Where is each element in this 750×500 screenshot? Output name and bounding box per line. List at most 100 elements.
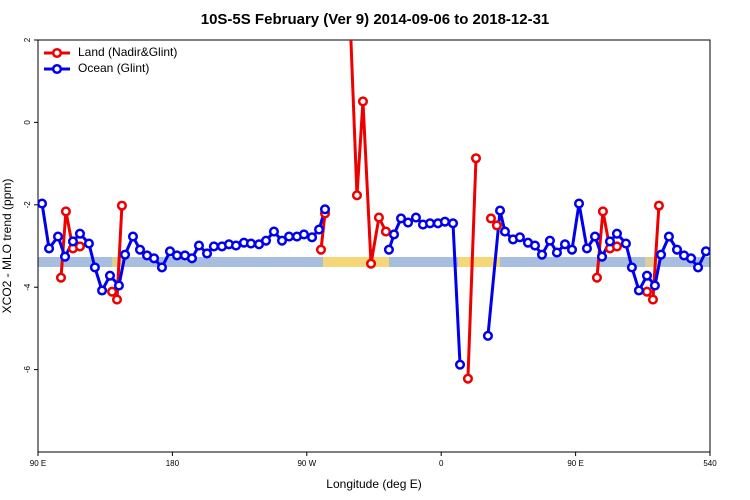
data-point	[424, 218, 436, 229]
data-point	[671, 244, 683, 255]
data-point	[111, 294, 123, 305]
data-point	[201, 248, 213, 259]
data-point	[655, 249, 667, 260]
plot-frame	[37, 39, 711, 453]
data-point	[494, 205, 506, 216]
data-point	[470, 153, 482, 164]
data-point	[315, 244, 327, 255]
data-point	[89, 262, 100, 273]
data-point	[454, 359, 466, 370]
data-point	[410, 212, 422, 223]
data-point	[544, 235, 555, 246]
data-point	[97, 285, 108, 296]
data-point	[663, 231, 674, 242]
x-tick-label: 90 E	[30, 459, 46, 468]
data-point	[38, 198, 48, 209]
data-point	[620, 238, 631, 249]
data-point	[245, 238, 256, 249]
data-point	[55, 272, 67, 283]
y-tick-label: 0	[23, 120, 32, 125]
data-point	[156, 262, 167, 273]
data-point	[626, 262, 637, 273]
data-point	[283, 231, 295, 242]
data-point	[649, 280, 660, 291]
data-point	[573, 198, 585, 209]
legend-label: Land (Nadir&Glint)	[78, 45, 177, 59]
data-point	[447, 218, 459, 229]
data-point	[306, 232, 318, 243]
data-point	[700, 246, 710, 257]
data-point	[313, 224, 325, 235]
data-point	[597, 206, 608, 217]
x-tick-label: 180	[166, 459, 180, 468]
data-point	[566, 244, 578, 255]
data-point	[641, 286, 653, 297]
x-tick-label: 540	[703, 459, 717, 468]
data-point	[52, 231, 64, 242]
data-point	[647, 294, 659, 305]
y-tick-label: -4	[23, 283, 32, 291]
legend-marker	[51, 47, 63, 59]
data-point	[148, 253, 160, 264]
data-point	[604, 236, 615, 247]
data-point	[44, 243, 55, 254]
y-axis-label: XCO2 - MLO trend (ppm)	[0, 179, 14, 314]
data-point	[693, 262, 704, 273]
data-point	[581, 243, 592, 254]
data-point	[74, 228, 86, 239]
data-point	[113, 280, 124, 291]
data-point	[383, 244, 394, 255]
data-point	[611, 241, 623, 252]
data-point	[67, 236, 78, 247]
data-point	[641, 270, 653, 281]
data-point	[104, 270, 116, 281]
data-point	[611, 228, 623, 239]
data-point	[260, 235, 272, 246]
data-point	[439, 216, 450, 227]
data-point	[551, 247, 562, 258]
data-point	[402, 217, 414, 228]
data-point	[514, 232, 525, 243]
legend-label: Ocean (Glint)	[78, 61, 149, 75]
x-tick-label: 90 E	[567, 459, 583, 468]
data-point	[164, 246, 176, 257]
data-point	[357, 96, 368, 107]
plot-area	[38, 40, 710, 384]
data-point	[298, 229, 310, 240]
data-point	[171, 250, 183, 261]
legend-marker	[51, 63, 63, 75]
data-point	[589, 231, 601, 242]
data-point	[230, 240, 242, 251]
data-point	[351, 190, 363, 201]
data-point	[491, 220, 502, 231]
data-point	[319, 204, 331, 215]
y-tick-label: -6	[23, 365, 32, 373]
data-point	[529, 240, 541, 251]
data-point	[380, 226, 391, 237]
x-tick-label: 0	[439, 459, 444, 468]
data-point	[268, 226, 279, 237]
data-point	[107, 286, 118, 297]
data-point	[373, 212, 384, 223]
data-point	[120, 249, 131, 260]
x-tick-label: 90 W	[297, 459, 316, 468]
data-point	[462, 373, 473, 384]
data-point	[485, 213, 496, 224]
data-point	[596, 251, 608, 262]
data-point	[559, 239, 571, 250]
data-point	[482, 330, 493, 341]
data-point	[276, 235, 288, 246]
data-point	[127, 231, 139, 242]
data-point	[633, 285, 644, 296]
chart-title: 10S-5S February (Ver 9) 2014-09-06 to 20…	[201, 11, 550, 28]
y-tick-label: -2	[23, 201, 32, 209]
x-axis-label: Longitude (deg E)	[326, 477, 421, 491]
y-tick-label: 2	[23, 37, 32, 42]
data-point	[59, 251, 71, 262]
data-point	[60, 206, 71, 217]
data-point	[365, 258, 377, 269]
data-point	[388, 229, 400, 240]
data-point	[186, 253, 198, 264]
data-point	[395, 213, 407, 224]
